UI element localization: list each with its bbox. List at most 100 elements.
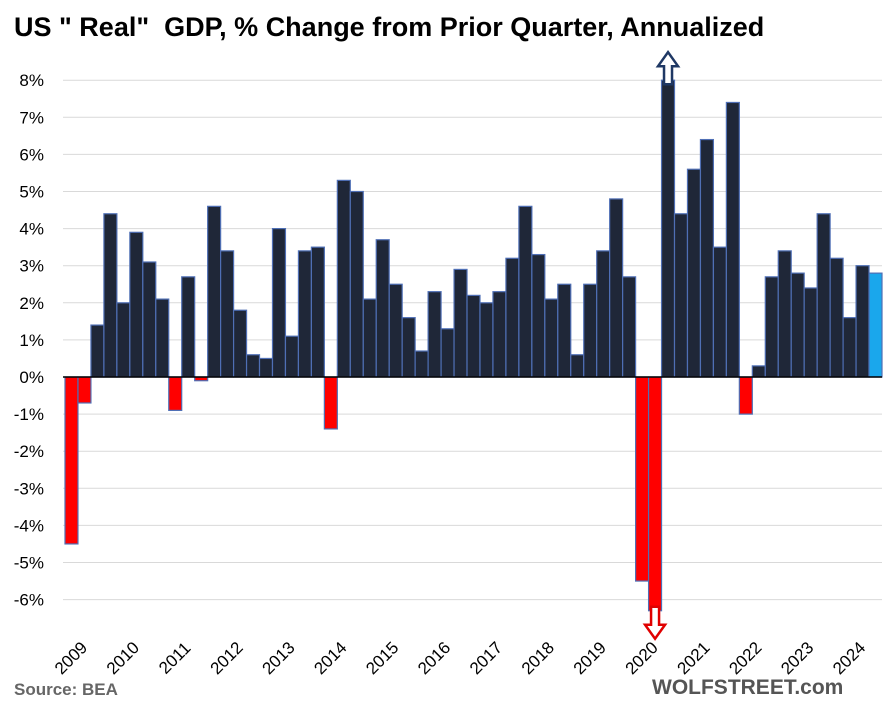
bar: [297, 250, 312, 378]
bar: [220, 250, 235, 378]
bar: [453, 268, 468, 378]
y-tick-label: 3%: [19, 257, 44, 276]
x-year-label: 2018: [518, 638, 558, 678]
bar: [764, 276, 779, 378]
bar: [751, 365, 766, 378]
bar: [103, 213, 118, 378]
bar: [336, 179, 351, 378]
y-tick-label: 6%: [19, 145, 44, 164]
bar: [570, 354, 585, 378]
bar: [271, 228, 287, 378]
bar: [414, 350, 429, 378]
bar: [686, 168, 702, 378]
bar: [129, 231, 144, 378]
bar: [116, 302, 131, 378]
y-tick-label: 2%: [19, 294, 44, 313]
bar: [401, 317, 416, 378]
bar: [181, 276, 196, 378]
bar: [647, 376, 663, 612]
x-axis-year-labels: 2009 2010 2011 2012 2013 2014 2015 2016 2017 2018…: [51, 638, 869, 678]
x-year-label: 2012: [207, 638, 247, 678]
bar: [725, 101, 740, 378]
bar: [738, 376, 753, 415]
x-year-label: 2021: [673, 638, 713, 678]
x-year-label: 2014: [310, 638, 350, 678]
x-year-label: 2020: [622, 638, 662, 678]
x-year-label: 2019: [570, 638, 610, 678]
y-axis-tick-labels: 8% 7% 6% 5% 4% 3% 2% 1% 0% -1% -2% -3% -4% -5% -6%: [14, 71, 44, 609]
bar: [349, 190, 364, 378]
y-tick-label: -6%: [14, 591, 44, 610]
y-tick-label: -1%: [14, 405, 44, 424]
bar: [207, 205, 222, 378]
bar: [388, 283, 403, 378]
y-tick-label: 0%: [19, 368, 44, 387]
x-year-label: 2024: [829, 638, 869, 678]
bar: [258, 357, 274, 378]
up-arrow-icon: [655, 50, 681, 86]
bar: [635, 376, 650, 582]
bar: [64, 376, 79, 545]
bar: [557, 283, 572, 378]
bar: [518, 205, 533, 378]
bar: [155, 298, 170, 378]
bar: [868, 272, 883, 378]
gridlines: [63, 79, 882, 601]
bar: [544, 298, 559, 378]
chart-title: US " Real" GDP, % Change from Prior Quar…: [14, 12, 765, 42]
bar: [427, 291, 442, 378]
x-year-label: 2011: [155, 638, 194, 677]
bar: [466, 294, 481, 378]
bar: [232, 309, 248, 378]
bar: [310, 246, 325, 378]
bar: [362, 298, 377, 378]
bar: [375, 239, 390, 378]
y-tick-label: -2%: [14, 442, 44, 461]
bar: [803, 287, 818, 378]
bar: [323, 376, 338, 430]
bar: [712, 246, 727, 378]
bar: [245, 354, 261, 378]
y-tick-label: -5%: [14, 554, 44, 573]
bar: [77, 376, 92, 404]
bar: [142, 261, 157, 378]
bar: [842, 317, 857, 378]
source-note: Source: BEA: [14, 680, 118, 699]
bar: [583, 283, 598, 378]
bar: [440, 328, 455, 378]
off-scale-arrows: [642, 50, 681, 641]
y-tick-label: -4%: [14, 516, 44, 535]
x-year-label: 2017: [466, 638, 506, 678]
bar: [829, 257, 844, 378]
bar: [505, 257, 520, 378]
bar: [492, 291, 507, 378]
down-arrow-icon: [642, 605, 668, 641]
y-tick-label: 1%: [19, 331, 44, 350]
x-year-label: 2023: [777, 638, 817, 678]
bar: [596, 250, 611, 378]
y-tick-label: 8%: [19, 71, 44, 90]
bars: [64, 79, 883, 612]
bar: [622, 276, 637, 378]
bar: [777, 250, 792, 378]
bar: [816, 213, 831, 378]
brand-watermark: WOLFSTREET.com: [652, 676, 844, 699]
y-tick-label: 4%: [19, 220, 44, 239]
y-tick-label: -3%: [14, 479, 44, 498]
bar: [660, 79, 676, 378]
x-year-label: 2022: [725, 638, 765, 678]
x-year-label: 2016: [414, 638, 454, 678]
y-tick-label: 5%: [19, 183, 44, 202]
bar: [168, 376, 183, 411]
x-year-label: 2013: [259, 638, 299, 678]
x-year-label: 2009: [51, 638, 91, 678]
bar: [284, 335, 300, 378]
x-year-label: 2015: [362, 638, 402, 678]
y-tick-label: 7%: [19, 108, 44, 127]
bar: [790, 272, 805, 378]
bar: [90, 324, 105, 378]
bar: [855, 265, 870, 378]
bar: [609, 198, 624, 378]
bar: [531, 253, 546, 378]
bar: [479, 302, 494, 378]
